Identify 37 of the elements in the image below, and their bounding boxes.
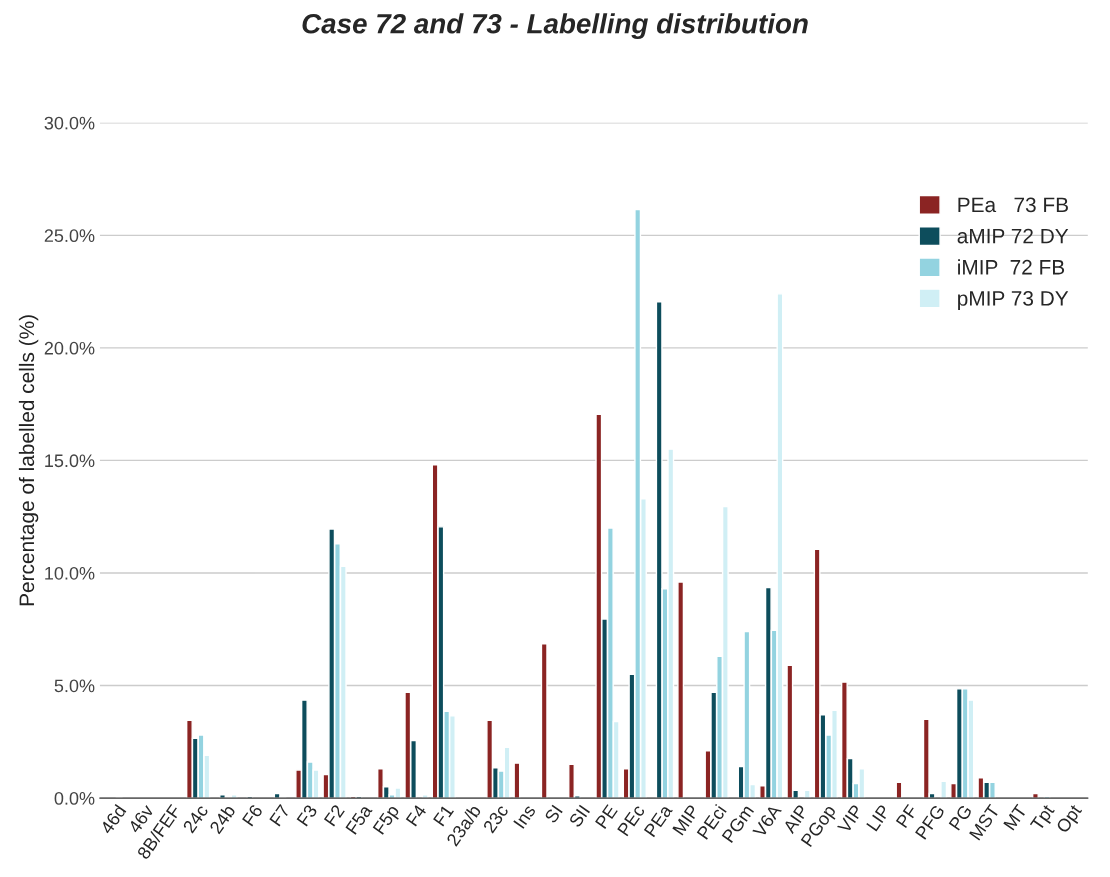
x-tick-label: PE xyxy=(595,803,618,829)
y-tick-label: 30.0% xyxy=(44,116,95,130)
legend-label: pMIP 73 DY xyxy=(958,291,1069,310)
x-tick-label: PEa xyxy=(643,803,673,838)
x-tick-label: F4 xyxy=(405,803,427,827)
legend-label: iMIP 72 FB xyxy=(958,259,1065,275)
y-tick-label: 10.0% xyxy=(45,566,95,580)
x-tick-label: MT xyxy=(1003,803,1028,831)
x-tick-label: V6A xyxy=(752,803,783,839)
x-tick-label: Opt xyxy=(1055,803,1086,836)
y-tick-label: 0.0% xyxy=(54,792,95,805)
x-tick-label: F3 xyxy=(296,803,318,827)
x-tick-label: Ins xyxy=(513,803,537,829)
x-tick-label: F6 xyxy=(241,803,264,827)
chart-title: Case 72 and 73 - Labelling distribution xyxy=(302,13,808,40)
x-tick-label: PG xyxy=(948,804,973,831)
x-tick-label: LIP xyxy=(866,804,891,832)
x-tick-label: VIP xyxy=(837,804,864,835)
x-tick-label: F5p xyxy=(372,803,403,837)
y-axis-title: Percentage of labelled cells (%) xyxy=(18,315,39,606)
x-tick-label: F2 xyxy=(323,803,345,827)
x-tick-label: SII xyxy=(568,804,591,828)
legend-label: aMIP 72 DY xyxy=(957,228,1069,244)
x-tick-label: 24c xyxy=(182,803,209,834)
x-tick-label: PF xyxy=(895,803,918,829)
x-tick-label: 46d xyxy=(99,803,127,835)
y-tick-label: 15.0% xyxy=(45,454,95,468)
x-tick-label: Tpt xyxy=(1029,803,1055,832)
x-tick-label: 23c xyxy=(482,803,509,834)
legend-label: PEa 73 FB xyxy=(958,197,1068,213)
y-tick-label: 5.0% xyxy=(54,679,95,693)
x-tick-label: 24b xyxy=(208,803,236,835)
y-tick-label: 25.0% xyxy=(44,229,95,243)
x-tick-label: SI xyxy=(543,804,563,824)
x-tick-label: F5a xyxy=(345,803,373,835)
y-tick-label: 20.0% xyxy=(44,341,95,355)
x-tick-label: F7 xyxy=(269,804,291,827)
